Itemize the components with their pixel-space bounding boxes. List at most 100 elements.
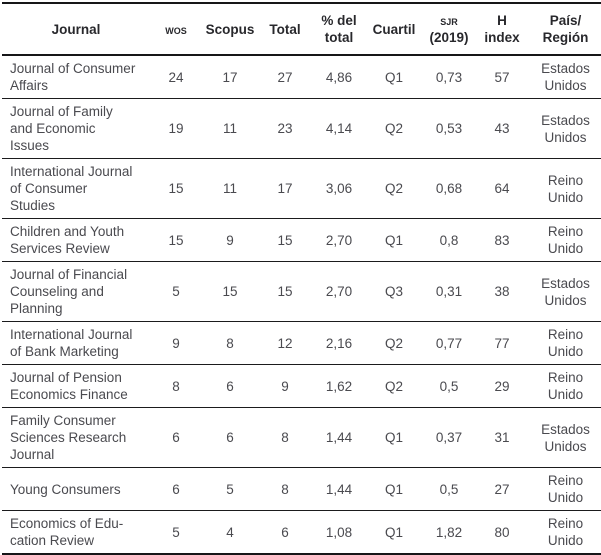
wos-cell: 9	[150, 321, 202, 365]
table-row: Journal of Pension Economics Finance 8 6 9 1…	[2, 364, 601, 408]
journal-cell: Economics of Edu- cation Review	[10, 516, 124, 548]
pct-cell: 4,14	[312, 98, 366, 159]
col-header-pct-del-total: % del total	[312, 3, 366, 56]
total-cell: 8	[258, 467, 312, 511]
sjr-cell: 0,68	[422, 158, 476, 219]
hindex-cell: 80	[494, 524, 510, 540]
pais-cell: Reino Unido	[547, 516, 584, 548]
table-row: Children and Youth Services Review 15 9 15 2…	[2, 218, 601, 262]
table-row: Young Consumers 6 5 8 1,44 Q1 0,5 27 Reino Unido	[2, 467, 601, 511]
col-header-cuartil: Cuartil	[366, 3, 422, 56]
sjr-cell: 0,73	[422, 55, 476, 99]
col-header-h-index: H index	[476, 3, 528, 56]
cuartil-cell: Q2	[366, 364, 422, 408]
hindex-cell: 64	[476, 158, 528, 219]
total-cell: 27	[258, 55, 312, 99]
pais-cell: Reino Unido	[528, 467, 601, 511]
journal-cell: Young Consumers	[2, 467, 150, 511]
hindex-cell: 38	[476, 261, 528, 322]
journal-cell: International Journal of Bank Marketing	[2, 321, 150, 365]
hindex-cell: 29	[476, 364, 528, 408]
wos-cell: 19	[150, 98, 202, 159]
table-row: Journal of Financial Counseling and Plan…	[2, 261, 601, 322]
cuartil-cell: Q1	[366, 218, 422, 262]
journal-cell: Family Consumer Sciences Research Journa…	[2, 407, 150, 468]
wos-cell: 15	[150, 218, 202, 262]
hindex-cell: 27	[476, 467, 528, 511]
cuartil-cell: Q1	[384, 524, 403, 540]
col-header-wos: wos	[150, 3, 202, 56]
pct-cell: 4,86	[312, 55, 366, 99]
total-cell: 8	[258, 407, 312, 468]
table-row: International Journal of Consumer Studie…	[2, 158, 601, 219]
sjr-cell: 0,37	[422, 407, 476, 468]
col-header-total: Total	[258, 3, 312, 56]
cuartil-cell: Q2	[366, 98, 422, 159]
pais-cell: Estados Unidos	[528, 55, 601, 99]
cuartil-cell: Q2	[366, 321, 422, 365]
pais-cell: Reino Unido	[528, 158, 601, 219]
table-row: Journal of Family and Economic Issues 19 1…	[2, 98, 601, 159]
table-row: Journal of Consumer Affairs 24 17 27 4,86 Q1 0…	[2, 55, 601, 99]
cuartil-cell: Q1	[366, 467, 422, 511]
sjr-cell: 0,77	[422, 321, 476, 365]
hindex-cell: 83	[476, 218, 528, 262]
hindex-cell: 77	[476, 321, 528, 365]
table-header: Journal wos Scopus Total % del total Cua…	[2, 3, 601, 56]
scopus-cell: 11	[202, 158, 258, 219]
table-body: Journal of Consumer Affairs 24 17 27 4,86 Q1 0…	[2, 55, 601, 554]
wos-cell: 6	[150, 467, 202, 511]
sjr-cell: 0,53	[422, 98, 476, 159]
total-cell: 12	[258, 321, 312, 365]
wos-cell: 8	[150, 364, 202, 408]
sjr-cell: 0,5	[422, 364, 476, 408]
total-cell: 17	[258, 158, 312, 219]
col-header-pais-region: País/ Región	[528, 3, 601, 56]
total-cell: 15	[258, 261, 312, 322]
scopus-cell: 5	[202, 467, 258, 511]
wos-cell: 15	[150, 158, 202, 219]
pais-cell: Estados Unidos	[528, 98, 601, 159]
pct-cell: 2,70	[312, 218, 366, 262]
pais-cell: Estados Unidos	[528, 407, 601, 468]
pais-cell: Reino Unido	[528, 218, 601, 262]
col-header-journal: Journal	[2, 3, 150, 56]
pct-cell: 1,44	[312, 467, 366, 511]
pct-cell: 1,44	[312, 407, 366, 468]
journal-cell: Journal of Consumer Affairs	[2, 55, 150, 99]
journal-cell: International Journal of Consumer Studie…	[2, 158, 150, 219]
journal-cell: Journal of Financial Counseling and Plan…	[2, 261, 150, 322]
cuartil-cell: Q1	[366, 55, 422, 99]
sjr-cell: 0,31	[422, 261, 476, 322]
scopus-cell: 6	[202, 407, 258, 468]
pct-cell: 2,70	[312, 261, 366, 322]
hindex-cell: 31	[476, 407, 528, 468]
cuartil-cell: Q2	[366, 158, 422, 219]
total-cell: 15	[258, 218, 312, 262]
table-row: Economics of Edu- cation Review 5 4 6 1,08 Q1…	[2, 511, 601, 555]
sjr-cell: 1,82	[435, 524, 463, 540]
table-row: International Journal of Bank Marketing 9…	[2, 321, 601, 365]
scopus-cell: 4	[226, 524, 234, 540]
table-row: Family Consumer Sciences Research Journa…	[2, 407, 601, 468]
col-header-scopus: Scopus	[202, 3, 258, 56]
wos-cell: 6	[150, 407, 202, 468]
cuartil-cell: Q3	[366, 261, 422, 322]
total-cell: 6	[281, 524, 289, 540]
scopus-cell: 11	[202, 98, 258, 159]
sjr-cell: 0,5	[422, 467, 476, 511]
hindex-cell: 43	[476, 98, 528, 159]
total-cell: 9	[258, 364, 312, 408]
col-header-sjr-2019: sjr (2019)	[422, 3, 476, 56]
wos-cell: 5	[172, 524, 180, 540]
pais-cell: Reino Unido	[528, 364, 601, 408]
journal-cell: Children and Youth Services Review	[2, 218, 150, 262]
pct-cell: 3,06	[312, 158, 366, 219]
journal-cell: Journal of Pension Economics Finance	[2, 364, 150, 408]
sjr-cell: 0,8	[422, 218, 476, 262]
pct-cell: 1,08	[325, 524, 353, 540]
scopus-cell: 6	[202, 364, 258, 408]
pct-cell: 2,16	[312, 321, 366, 365]
